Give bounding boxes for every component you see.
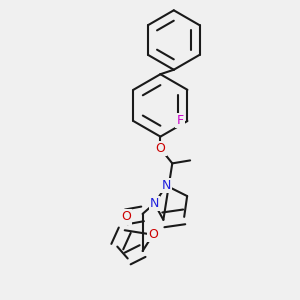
Text: F: F — [176, 114, 184, 127]
Text: O: O — [148, 228, 158, 241]
Text: N: N — [150, 197, 159, 210]
Text: O: O — [121, 210, 131, 224]
Text: N: N — [162, 179, 171, 192]
Text: O: O — [155, 142, 165, 155]
